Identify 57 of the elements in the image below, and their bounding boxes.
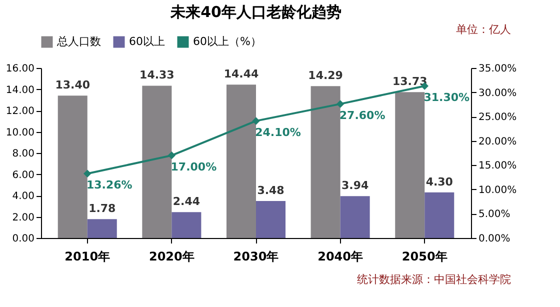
y-tick-label: 10.00 [6,127,34,138]
y2-tick-label: 20.00% [478,136,517,148]
x-tick-label: 2040年 [318,250,364,264]
chart-title: 未来40年人口老龄化趋势 [170,3,342,21]
y-tick-label: 4.00 [12,191,34,202]
point [252,117,260,125]
y-tick-label: 0.00 [12,234,34,244]
y-tick-label: 12.00 [6,106,34,117]
bar [87,219,117,238]
legend-label: 60以上（%） [193,35,262,48]
bar [340,196,370,238]
x-tick-label: 2030年 [233,250,279,264]
bar [395,92,425,238]
data-label: 17.00% [170,160,217,174]
bar [310,86,340,238]
bar [226,84,256,238]
bar [172,212,202,238]
bar [58,96,88,238]
point [336,100,344,108]
x-tick-label: 2010年 [64,250,110,264]
data-label: 31.30% [424,90,470,104]
data-label: 14.29 [308,69,343,82]
data-label: 24.10% [255,126,301,139]
data-label: 3.48 [257,184,284,198]
data-label: 1.78 [88,202,116,216]
data-label: 14.33 [140,68,174,82]
data-label: 3.94 [342,179,369,192]
legend-label: 总人口数 [56,35,101,48]
data-label: 13.40 [55,78,90,92]
data-label: 27.60% [339,108,386,122]
y-tick-label: 16.00 [6,64,34,74]
data-label: 13.73 [392,75,428,88]
point [84,170,92,178]
point [168,152,176,160]
data-label: 4.30 [426,175,454,188]
y2-tick-label: 5.00% [478,209,510,220]
y-tick-label: 6.00 [12,170,34,181]
bar [424,192,454,238]
x-tick-label: 2020年 [148,250,194,264]
data-label: 14.44 [224,68,259,81]
text: 单位：亿人 [456,23,511,36]
y2-tick-label: 25.00% [478,112,517,124]
text: 统计数据来源：中国社会科学院 [357,273,511,286]
bar [256,201,286,238]
y2-tick-label: 30.00% [478,88,517,99]
y2-tick-label: 0.00% [478,234,510,244]
y2-tick-label: 15.00% [478,160,517,172]
x-tick-label: 2050年 [402,250,448,264]
legend-label: 60以上 [129,35,165,48]
data-label: 13.26% [86,178,132,192]
bar [142,86,172,238]
data-label: 2.44 [172,195,200,208]
y-tick-label: 14.00 [6,84,34,96]
y-tick-label: 2.00 [12,212,34,224]
y-tick-label: 8.00 [12,148,34,160]
y2-tick-label: 35.00% [478,64,517,74]
y2-tick-label: 10.00% [478,184,517,196]
